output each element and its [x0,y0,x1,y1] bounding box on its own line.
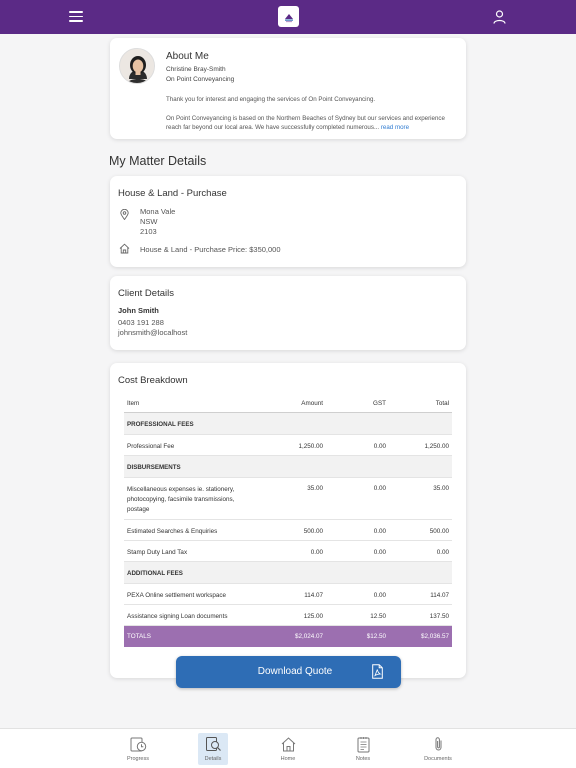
row-gst: 12.50 [370,613,386,620]
totals-gst: $12.50 [366,633,386,640]
table-row: Miscellaneous expenses ie. stationery, p… [124,478,452,520]
app-header [0,0,576,34]
client-phone[interactable]: 0403 191 288 [118,318,164,327]
row-total: 114.07 [430,592,449,599]
group-label: DISBURSEMENTS [127,464,181,471]
about-description-text: On Point Conveyancing is based on the No… [166,114,458,132]
property-address: Mona Vale NSW 2103 [140,207,175,237]
client-details-title: Client Details [118,288,174,299]
download-quote-label: Download Quote [257,666,333,677]
totals-total: $2,036.57 [420,633,449,640]
group-row-professional: PROFESSIONAL FEES [124,413,452,435]
tab-label: Documents [424,756,452,762]
address-suburb: Mona Vale [140,207,176,216]
row-total: 0.00 [436,549,449,556]
row-amount: 500.00 [303,528,323,535]
totals-amount: $2,024.07 [294,633,323,640]
agent-company: On Point Conveyancing [166,76,235,83]
purchase-price: House & Land - Purchase Price: $350,000 [140,245,281,254]
cost-breakdown-title: Cost Breakdown [118,375,188,386]
row-item: Professional Fee [127,443,175,450]
row-item: Miscellaneous expenses ie. stationery, p… [127,486,235,513]
tab-documents[interactable]: Documents [418,733,458,765]
avatar [119,48,155,84]
address-state: NSW [140,217,158,226]
row-gst: 0.00 [373,485,386,492]
header-total: Total [435,400,449,407]
row-total: 500.00 [429,528,449,535]
client-name: John Smith [118,306,159,315]
row-item: Assistance signing Loan documents [127,613,228,620]
about-title: About Me [166,51,209,62]
logo-mark-icon [281,9,296,24]
tab-details[interactable]: Details [198,733,228,765]
about-me-card: About Me Christine Bray-Smith On Point C… [110,38,466,139]
row-item: Estimated Searches & Enquiries [127,528,218,535]
group-row-disbursements: DISBURSEMENTS [124,456,452,478]
progress-clock-icon [130,737,146,752]
row-total: 137.50 [429,613,449,620]
tab-notes[interactable]: Notes [343,733,383,765]
table-row: Estimated Searches & Enquiries 500.00 0.… [124,520,452,541]
table-row: Stamp Duty Land Tax 0.00 0.00 0.00 [124,541,452,562]
paperclip-icon [435,737,441,751]
tab-label: Progress [126,756,149,762]
totals-label: TOTALS [127,633,151,640]
table-header-row: Item Amount GST Total [124,391,452,413]
header-amount: Amount [301,400,323,407]
address-postcode: 2103 [140,227,157,236]
row-amount: 125.00 [303,613,323,620]
row-amount: 0.00 [310,549,323,556]
agent-name: Christine Bray-Smith [166,66,226,73]
tab-label: Home [280,756,296,762]
tab-label: Notes [355,756,371,762]
house-icon [119,243,130,254]
matter-title: House & Land - Purchase [118,188,227,199]
row-item: PEXA Online settlement workspace [127,592,227,599]
cost-table: Item Amount GST Total PROFESSIONAL FEES … [124,391,452,647]
table-row: Professional Fee 1,250.00 0.00 1,250.00 [124,435,452,456]
hamburger-icon[interactable] [69,11,83,22]
totals-row: TOTALS $2,024.07 $12.50 $2,036.57 [124,626,452,647]
tab-label: Details [204,756,222,762]
client-email[interactable]: johnsmith@localhost [118,328,188,337]
pdf-icon [372,664,383,679]
user-icon[interactable] [493,10,506,24]
content-scroll-area[interactable]: About Me Christine Bray-Smith On Point C… [0,34,576,728]
row-amount: 35.00 [307,485,323,492]
group-label: PROFESSIONAL FEES [127,421,194,428]
group-label: ADDITIONAL FEES [127,570,183,577]
row-total: 35.00 [433,485,449,492]
read-more-link[interactable]: read more [380,124,410,131]
row-gst: 0.00 [373,592,386,599]
home-icon [281,737,295,752]
table-row: Assistance signing Loan documents 125.00… [124,605,452,626]
matter-card: House & Land - Purchase Mona Vale NSW 21… [110,176,466,267]
person-portrait-icon [120,49,154,83]
header-gst: GST [373,400,386,407]
row-gst: 0.00 [373,528,386,535]
tab-progress[interactable]: Progress [118,733,158,765]
table-row: PEXA Online settlement workspace 114.07 … [124,584,452,605]
row-item: Stamp Duty Land Tax [127,549,188,556]
group-row-additional: ADDITIONAL FEES [124,562,452,584]
details-search-icon [205,737,221,751]
about-intro-text: Thank you for interest and engaging the … [166,96,376,103]
row-gst: 0.00 [373,443,386,450]
row-amount: 114.07 [304,592,323,599]
header-item: Item [127,400,140,407]
row-amount: 1,250.00 [298,443,323,450]
row-total: 1,250.00 [424,443,449,450]
about-description: On Point Conveyancing is based on the No… [166,115,445,131]
download-quote-button[interactable]: Download Quote [176,656,401,688]
bottom-tab-bar: Progress Details Home Notes Documents [0,728,576,768]
app-logo[interactable] [278,6,299,27]
row-gst: 0.00 [373,549,386,556]
location-pin-icon [120,209,129,220]
tab-home[interactable]: Home [268,733,308,765]
section-title-matter: My Matter Details [109,154,207,168]
client-details-card: Client Details John Smith 0403 191 288 j… [110,276,466,350]
notes-icon [357,737,369,753]
cost-breakdown-card: Cost Breakdown Item Amount GST Total PRO… [110,363,466,678]
